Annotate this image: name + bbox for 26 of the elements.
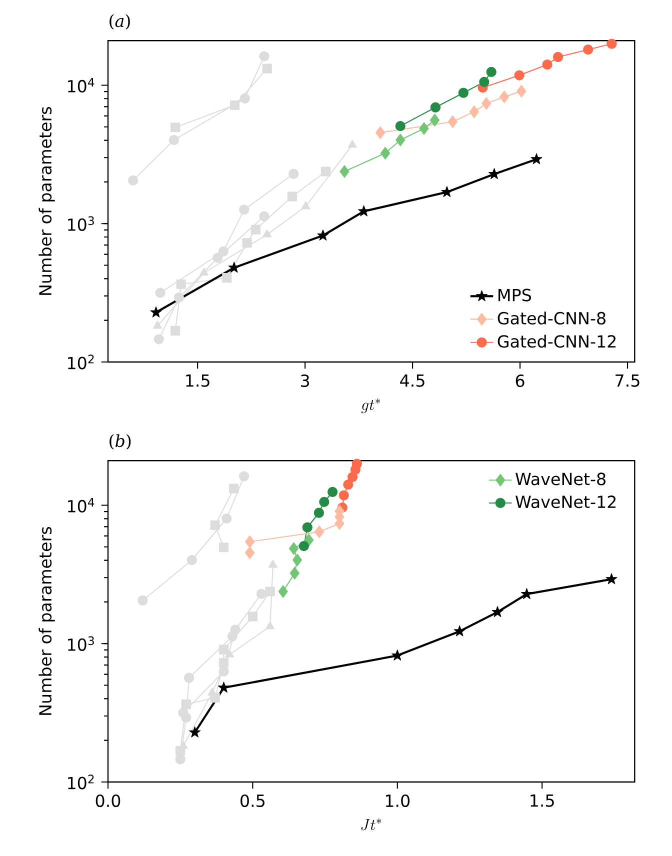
y-tick-label: 10$^{2}$ — [68, 354, 94, 370]
y-tick-label: 10$^{4}$ — [68, 498, 94, 513]
x-tick-label: 3 — [301, 374, 310, 388]
x-tick-label: 7.5 — [616, 374, 640, 387]
legend-label: WaveNet-12 — [516, 496, 616, 508]
chart-title: (a) — [110, 14, 130, 30]
legend-label: Gated-CNN-8 — [498, 312, 606, 325]
x-tick-label: 0.0 — [96, 794, 120, 808]
x-axis-title: $Jt^*$ — [361, 818, 382, 830]
x-tick-label: 1.5 — [186, 374, 210, 387]
x-axis-title: $gt^*$ — [361, 398, 380, 414]
y-tick-label: 10$^{3}$ — [68, 636, 94, 651]
legend-label: Gated-CNN-12 — [498, 334, 616, 348]
legend-label: WaveNet-8 — [516, 472, 606, 486]
x-tick-label: 1.5 — [530, 794, 554, 807]
y-axis-title: Number of parameters — [38, 107, 55, 295]
legend-label: MPS — [498, 288, 531, 302]
x-tick-label: 6 — [516, 374, 524, 388]
x-tick-label: 4.5 — [400, 374, 424, 387]
y-tick-label: 10$^{3}$ — [68, 216, 94, 231]
y-tick-label: 10$^{4}$ — [68, 78, 94, 93]
chart-title: (b) — [110, 434, 131, 450]
y-axis-title: Number of parameters — [38, 527, 55, 715]
x-tick-label: 1.0 — [386, 794, 410, 808]
y-tick-label: 10$^{2}$ — [68, 774, 94, 790]
x-tick-label: 0.5 — [240, 794, 264, 808]
